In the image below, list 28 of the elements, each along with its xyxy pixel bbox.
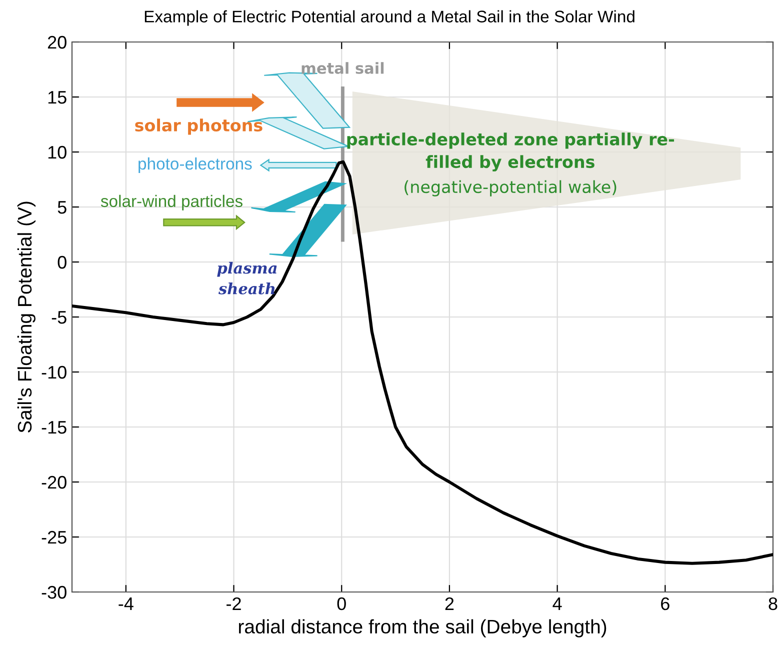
y-tick-label: 15 [48, 91, 66, 104]
y-tick-label: -20 [42, 476, 66, 489]
y-tick-label: -15 [42, 421, 66, 434]
y-tick-label: 10 [48, 146, 66, 159]
annotation: photo-electrons [138, 157, 252, 173]
x-tick-label: -4 [118, 598, 134, 610]
x-tick-label: 0 [337, 597, 346, 610]
y-tick-label: -30 [42, 586, 66, 599]
annotation: plasma sheath [217, 262, 277, 294]
y-axis-title: Sail's Floating Potential (V) [17, 202, 36, 433]
y-tick-label: 20 [48, 36, 66, 49]
x-tick-label: 8 [768, 597, 778, 610]
annotation: (negative-potential wake) [404, 180, 616, 196]
chart-title: Example of Electric Potential around a Metal Sail in the Solar Wind [144, 10, 634, 26]
y-tick-label: 5 [58, 201, 66, 214]
x-tick-label: 6 [661, 597, 670, 610]
y-tick-label: -10 [42, 366, 66, 379]
x-tick-label: -2 [226, 597, 241, 610]
x-axis-title: radial distance from the sail (Debye length) [238, 619, 606, 638]
y-tick-label: -5 [52, 311, 66, 324]
y-tick-label: 0 [58, 256, 66, 269]
y-tick-label: -25 [42, 530, 66, 544]
annotation: solar photons [135, 118, 262, 135]
x-tick-label: 2 [445, 597, 454, 610]
annotation: metal sail [302, 62, 384, 74]
annotation: particle-depleted zone partially re- filled by electrons [347, 132, 674, 172]
x-tick-label: 4 [552, 598, 562, 610]
annotation: solar-wind particles [100, 194, 242, 210]
